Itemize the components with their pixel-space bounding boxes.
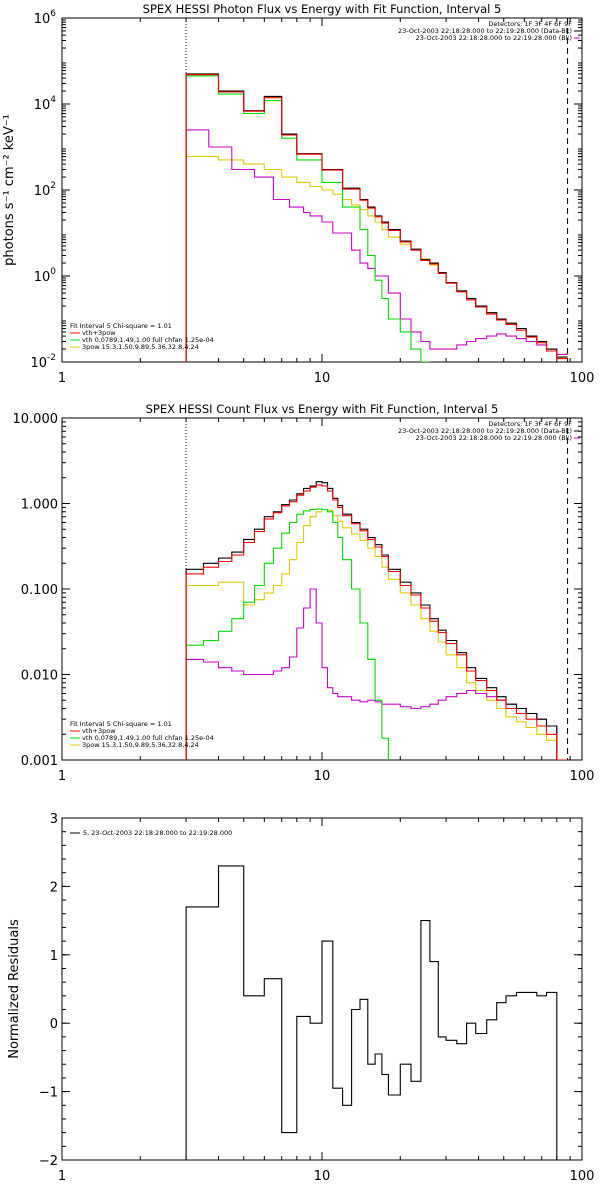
chart-title: SPEX HESSI Count Flux vs Energy with Fit… <box>146 402 499 416</box>
series-group <box>185 481 568 760</box>
y-tick-base: 10 <box>34 98 51 113</box>
series-group <box>185 865 568 1160</box>
y-tick-exponent: 2 <box>50 181 56 191</box>
legend-entry: Fit Interval 5 Chi-square = 1.01 <box>70 322 172 330</box>
y-tick-base: 10 <box>34 12 51 27</box>
y-tick-label: 10-2 <box>30 353 56 371</box>
x-tick-label: 10 <box>314 371 331 386</box>
header-line: 23-Oct-2003 22:18:28.000 to 22:19:28.000… <box>416 434 572 442</box>
legend-entry: vth+3pow <box>82 727 116 735</box>
x-tick-label: 1 <box>58 769 66 784</box>
y-tick-label: 0.010 <box>21 669 58 684</box>
header-line: Detectors: 1F 3F 4F 6F 9F <box>488 20 572 28</box>
header-line: Detectors: 1F 3F 4F 6F 9F <box>488 420 572 428</box>
series-vth-3pow <box>185 74 568 362</box>
x-tick-label: 1 <box>58 1169 66 1184</box>
y-tick-label: 0.001 <box>21 754 58 769</box>
y-tick-label: 0.100 <box>21 583 58 598</box>
legend-entry: vth 0.0789,1.49,1.00 full chfan 1.25e-04 <box>82 734 214 742</box>
y-tick-label: −2 <box>39 1154 58 1169</box>
x-tick-label: 1 <box>58 371 66 386</box>
chart-panel-1: SPEX HESSI Photon Flux vs Energy with Fi… <box>2 2 594 386</box>
series-vth-3pow <box>185 484 568 760</box>
series-data <box>185 481 568 760</box>
y-tick-label: 102 <box>34 181 56 199</box>
legend-entry: vth+3pow <box>82 329 116 337</box>
y-tick-exponent: 4 <box>50 95 56 105</box>
y-tick-label: 10.000 <box>13 412 59 427</box>
x-tick-label: 10 <box>314 1169 331 1184</box>
series-vth <box>185 508 389 760</box>
chart-panel-3: 1 10 100 −2 −1 0 1 2 3 Normalized Residuals 5, 23-… <box>7 812 594 1184</box>
series-residuals <box>185 865 568 1160</box>
legend-entry: 3pow 15.3,1.50,9.89,5.36,32.8,4.24 <box>82 741 199 749</box>
series-data <box>185 73 568 362</box>
y-tick-label: 0 <box>50 1017 58 1032</box>
header-line: 23-Oct-2003 22:18:28.000 to 22:19:28.000… <box>398 427 572 435</box>
y-axis-label: Normalized Residuals <box>7 919 22 1059</box>
x-tick-label: 100 <box>570 769 595 784</box>
y-axis-label: photons s⁻¹ cm⁻² keV⁻¹ <box>2 114 17 266</box>
series-background <box>185 129 568 362</box>
y-tick-label: 1.000 <box>21 498 58 513</box>
y-tick-base: 10 <box>34 184 51 199</box>
header-line: 23-Oct-2003 22:18:28.000 to 22:19:28.000… <box>398 27 572 35</box>
legend-entry: vth 0.0789,1.49,1.00 full chfan 1.25e-04 <box>82 336 214 344</box>
series-vth <box>185 75 431 362</box>
x-tick-label: 100 <box>570 371 595 386</box>
y-tick-label: 100 <box>34 267 57 285</box>
y-tick-label: 3 <box>50 812 58 827</box>
y-tick-label: 104 <box>34 95 57 113</box>
series-3pow <box>185 508 568 760</box>
y-tick-exponent: 6 <box>50 9 56 19</box>
y-tick-exponent: 0 <box>50 267 56 277</box>
y-tick-label: 1 <box>50 949 58 964</box>
x-tick-label: 100 <box>570 1169 595 1184</box>
chart-title: SPEX HESSI Photon Flux vs Energy with Fi… <box>143 2 502 16</box>
chart-panel-2: SPEX HESSI Count Flux vs Energy with Fit… <box>13 402 595 784</box>
y-tick-base: 10 <box>34 270 51 285</box>
header-line: 23-Oct-2003 22:18:28.000 to 22:19:28.000… <box>416 34 572 42</box>
y-tick-label: 2 <box>50 880 58 895</box>
y-tick-label: −1 <box>39 1086 58 1101</box>
series-group <box>185 73 568 362</box>
legend-entry: Fit Interval 5 Chi-square = 1.01 <box>70 720 172 728</box>
legend-entry: 3pow 15.3,1.50,9.89,5.36,32.8,4.24 <box>82 343 199 351</box>
legend-entry: 5, 23-Oct-2003 22:18:28.000 to 22:19:28.… <box>83 829 232 837</box>
y-tick-label: 106 <box>34 9 57 27</box>
y-tick-exponent: -2 <box>47 353 56 363</box>
series-3pow <box>185 155 568 362</box>
x-tick-label: 10 <box>314 769 331 784</box>
y-tick-base: 10 <box>30 356 47 371</box>
